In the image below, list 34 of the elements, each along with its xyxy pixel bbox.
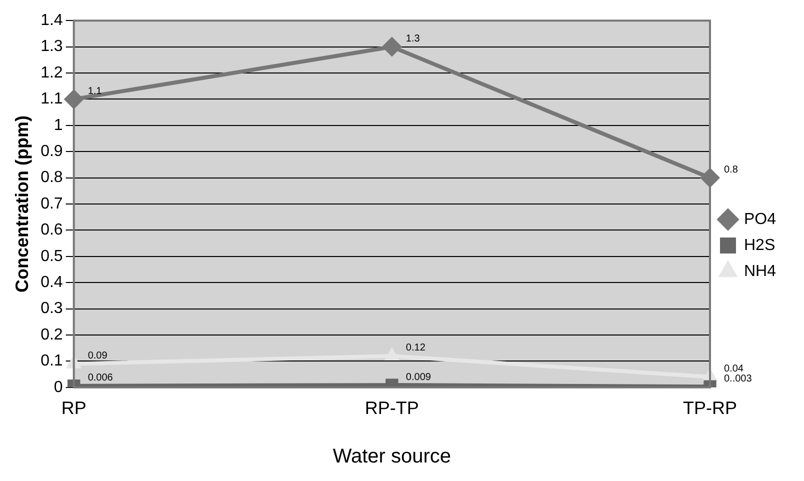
data-label: 0.006	[88, 372, 114, 384]
y-tick-label: 0.5	[40, 248, 63, 265]
data-label: 0.12	[406, 342, 426, 354]
y-tick-label: 0.3	[40, 300, 63, 318]
y-tick-label: 0.9	[40, 143, 63, 160]
y-tick-label: 0.8	[40, 169, 63, 186]
data-label: 1.1	[88, 86, 102, 97]
x-tick-label: RP	[61, 398, 86, 418]
y-tick-label: 1.1	[40, 90, 63, 108]
y-tick-label: 0	[54, 378, 63, 396]
y-tick-label: 0.6	[40, 222, 63, 239]
x-tick-label: TP-RP	[682, 398, 737, 418]
y-axis-title: Concentration (ppm)	[12, 116, 32, 292]
y-tick-label: 0.1	[40, 352, 63, 370]
data-label: 0.09	[88, 350, 108, 362]
legend-label: NH4	[744, 262, 776, 280]
point	[384, 346, 400, 360]
y-tick-label: 0.7	[40, 195, 63, 212]
x-axis-title: Water source	[332, 446, 452, 468]
data-label: 0..003	[724, 373, 752, 384]
data-label: 0.8	[724, 164, 738, 176]
legend-label: PO4	[744, 210, 776, 228]
y-tick-label: 1.2	[40, 64, 63, 82]
y-tick-label: 1.4	[40, 12, 63, 30]
legend-label: H2S	[744, 236, 776, 254]
data-label: 0.04	[724, 364, 744, 375]
point	[382, 36, 402, 57]
data-label: 0.009	[406, 372, 432, 383]
y-tick-label: 1	[54, 116, 63, 134]
y-tick-label: 1.3	[40, 38, 63, 56]
x-tick-label: RP-TP	[364, 398, 419, 418]
data-label: 1.3	[406, 34, 420, 45]
y-tick-label: 0.4	[40, 274, 63, 292]
y-tick-label: 0.2	[40, 326, 63, 344]
